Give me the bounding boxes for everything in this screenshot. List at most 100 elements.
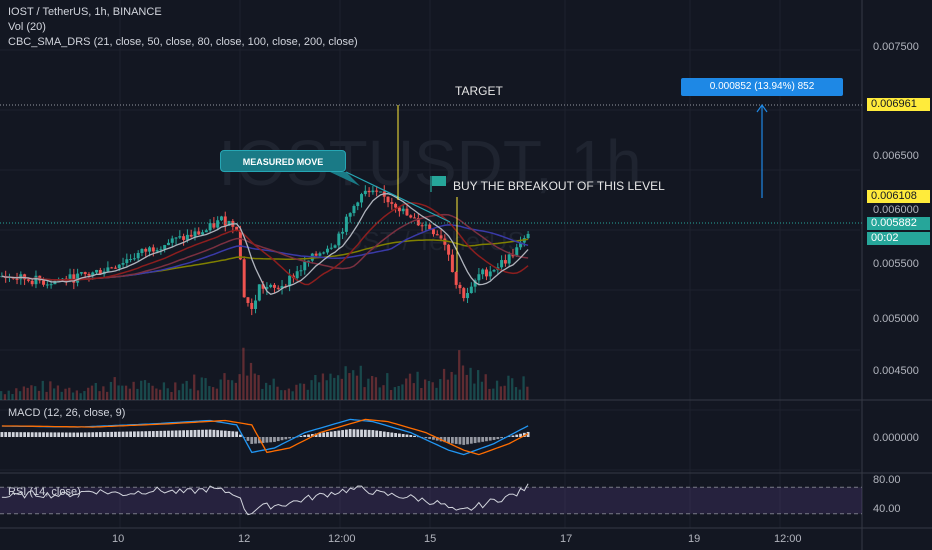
macd-histogram-bar	[326, 432, 329, 437]
volume-bar	[18, 391, 22, 400]
macd-histogram-bar	[110, 431, 114, 437]
candle	[87, 274, 91, 276]
macd-histogram-bar	[447, 437, 450, 443]
volume-bar	[26, 387, 29, 400]
macd-histogram-bar	[227, 430, 231, 437]
macd-histogram-bar	[273, 437, 276, 442]
macd-histogram-bar	[231, 431, 235, 437]
candle	[303, 261, 307, 271]
rsi-legend[interactable]: RSI (14, close)	[8, 486, 81, 498]
last-price-tag: 0.005882	[867, 217, 930, 230]
volume-bar	[246, 375, 249, 400]
volume-bar	[503, 385, 506, 400]
volume-bar	[382, 385, 385, 400]
volume-bar	[386, 373, 389, 400]
macd-histogram-bar	[496, 437, 500, 440]
sma-legend[interactable]: CBC_SMA_DRS (21, close, 50, close, 80, c…	[8, 36, 358, 48]
watermark-subtitle: IOST / TetherUS	[335, 226, 525, 256]
volume-bar	[132, 381, 135, 400]
macd-histogram-bar	[329, 431, 333, 437]
volume-bar	[424, 379, 427, 400]
macd-tick: 0.000000	[873, 432, 919, 444]
volume-bar	[363, 387, 366, 400]
volume-bar	[488, 388, 491, 400]
macd-histogram-bar	[386, 432, 390, 437]
volume-bar	[450, 371, 453, 400]
macd-histogram-bar	[201, 429, 204, 437]
macd-histogram-bar	[15, 432, 19, 437]
macd-histogram-bar	[424, 437, 428, 439]
volume-bar	[204, 378, 207, 400]
macd-histogram-bar	[117, 431, 121, 437]
candle	[113, 267, 117, 269]
candle	[129, 259, 133, 261]
volume-bar	[22, 386, 25, 400]
volume-bar	[408, 373, 412, 400]
candle	[30, 280, 34, 285]
macd-histogram-bar	[182, 430, 185, 437]
volume-bar	[34, 386, 37, 400]
candle	[420, 225, 424, 227]
macd-histogram-bar	[91, 432, 95, 437]
buy-breakout-text[interactable]: BUY THE BREAKOUT OF THIS LEVEL	[453, 179, 665, 193]
measured-move-callout[interactable]: MEASURED MOVE	[220, 150, 346, 172]
candle	[257, 284, 261, 301]
candle	[348, 213, 352, 217]
volume-bar	[439, 379, 442, 400]
flag-icon	[432, 176, 446, 186]
candle	[106, 267, 110, 272]
countdown-tag: 00:02	[867, 232, 930, 245]
macd-histogram-bar	[363, 429, 367, 437]
macd-histogram-bar	[303, 435, 307, 437]
candle	[329, 247, 333, 249]
volume-bar	[329, 373, 332, 400]
macd-histogram-bar	[379, 431, 382, 437]
candle	[299, 270, 303, 272]
volume-bar	[484, 374, 487, 400]
candle	[394, 203, 398, 208]
volume-bar	[3, 394, 7, 400]
price-tick: 0.006000	[873, 204, 919, 216]
macd-histogram-bar	[310, 434, 314, 437]
macd-legend[interactable]: MACD (12, 26, close, 9)	[8, 407, 126, 419]
volume-bar	[181, 383, 184, 400]
symbol-legend[interactable]: IOST / TetherUS, 1h, BINANCE	[8, 6, 162, 18]
candle	[367, 190, 371, 193]
price-range-label[interactable]: 0.000852 (13.94%) 852	[681, 78, 843, 96]
candle	[314, 253, 318, 256]
candle	[356, 202, 360, 207]
macd-histogram-bar	[269, 437, 273, 443]
volume-bar	[458, 350, 461, 400]
macd-histogram-bar	[30, 432, 34, 437]
target-label[interactable]: TARGET	[455, 84, 503, 98]
candle	[325, 248, 329, 253]
candle	[276, 287, 280, 289]
macd-histogram-bar	[76, 432, 79, 437]
macd-histogram-bar	[178, 430, 182, 437]
candle	[269, 284, 273, 288]
candle	[189, 234, 193, 237]
macd-histogram-bar	[140, 431, 144, 437]
candle	[140, 248, 144, 253]
macd-histogram-bar	[208, 429, 212, 437]
macd-histogram-bar	[345, 429, 348, 437]
candle	[492, 270, 496, 272]
volume-bar	[268, 385, 272, 400]
macd-histogram-bar	[507, 436, 511, 437]
volume-bar	[227, 379, 230, 400]
macd-histogram-bar	[174, 430, 178, 437]
volume-bar	[60, 391, 63, 400]
macd-histogram-bar	[98, 432, 102, 437]
breakout-price-tag: 0.006108	[867, 190, 930, 203]
sma-21-line	[1, 193, 529, 296]
macd-histogram-bar	[159, 430, 163, 437]
volume-bar	[333, 377, 336, 400]
macd-histogram-bar	[276, 437, 280, 442]
volume-bar	[393, 387, 396, 400]
candle	[337, 233, 341, 246]
volume-bar	[223, 373, 226, 400]
volume-legend[interactable]: Vol (20)	[8, 21, 46, 33]
volume-bar	[499, 386, 502, 400]
